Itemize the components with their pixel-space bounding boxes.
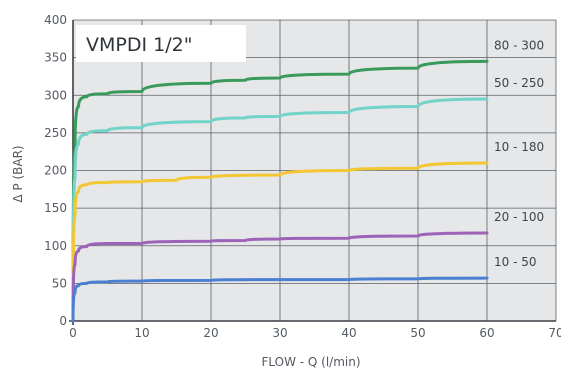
x-tick-label: 30 [272, 326, 287, 340]
series-line [71, 276, 489, 323]
series-label: 10 - 180 [494, 140, 544, 154]
y-tick-label: 50 [52, 276, 67, 290]
y-tick-label: 250 [44, 126, 67, 140]
x-tick-label: 10 [134, 326, 149, 340]
y-tick-label: 0 [59, 314, 67, 328]
series-label: 20 - 100 [494, 210, 544, 224]
series-line [71, 231, 489, 323]
y-tick-label: 200 [44, 164, 67, 178]
series-label: 50 - 250 [494, 76, 544, 90]
y-tick-label: 400 [44, 13, 67, 27]
series-line [71, 97, 489, 323]
x-tick-label: 40 [341, 326, 356, 340]
x-tick-label: 20 [203, 326, 218, 340]
chart-title: VMPDI 1/2" [86, 34, 192, 56]
series-line [71, 161, 489, 323]
x-axis-title: FLOW - Q (l/min) [261, 355, 360, 369]
y-tick-label: 100 [44, 239, 67, 253]
x-tick-label: 0 [69, 326, 77, 340]
y-tick-labels: 0 50 100 150 200 250 300 350 400 [44, 13, 67, 328]
series-lines [71, 59, 489, 323]
x-tick-label: 60 [479, 326, 494, 340]
title-box [76, 25, 246, 62]
series-label: 80 - 300 [494, 38, 544, 52]
x-tick-label: 70 [548, 326, 561, 340]
x-tick-labels: 0 10 20 30 40 50 60 70 [69, 326, 561, 340]
y-tick-label: 150 [44, 201, 67, 215]
series-labels: 80 - 300 50 - 250 10 - 180 20 - 100 10 - 50 [494, 38, 544, 269]
y-axis-title: Δ P (BAR) [11, 145, 25, 202]
y-tick-label: 300 [44, 88, 67, 102]
x-tick-label: 50 [410, 326, 425, 340]
series-line [71, 59, 489, 323]
series-label: 10 - 50 [494, 255, 537, 269]
y-tick-label: 350 [44, 51, 67, 65]
